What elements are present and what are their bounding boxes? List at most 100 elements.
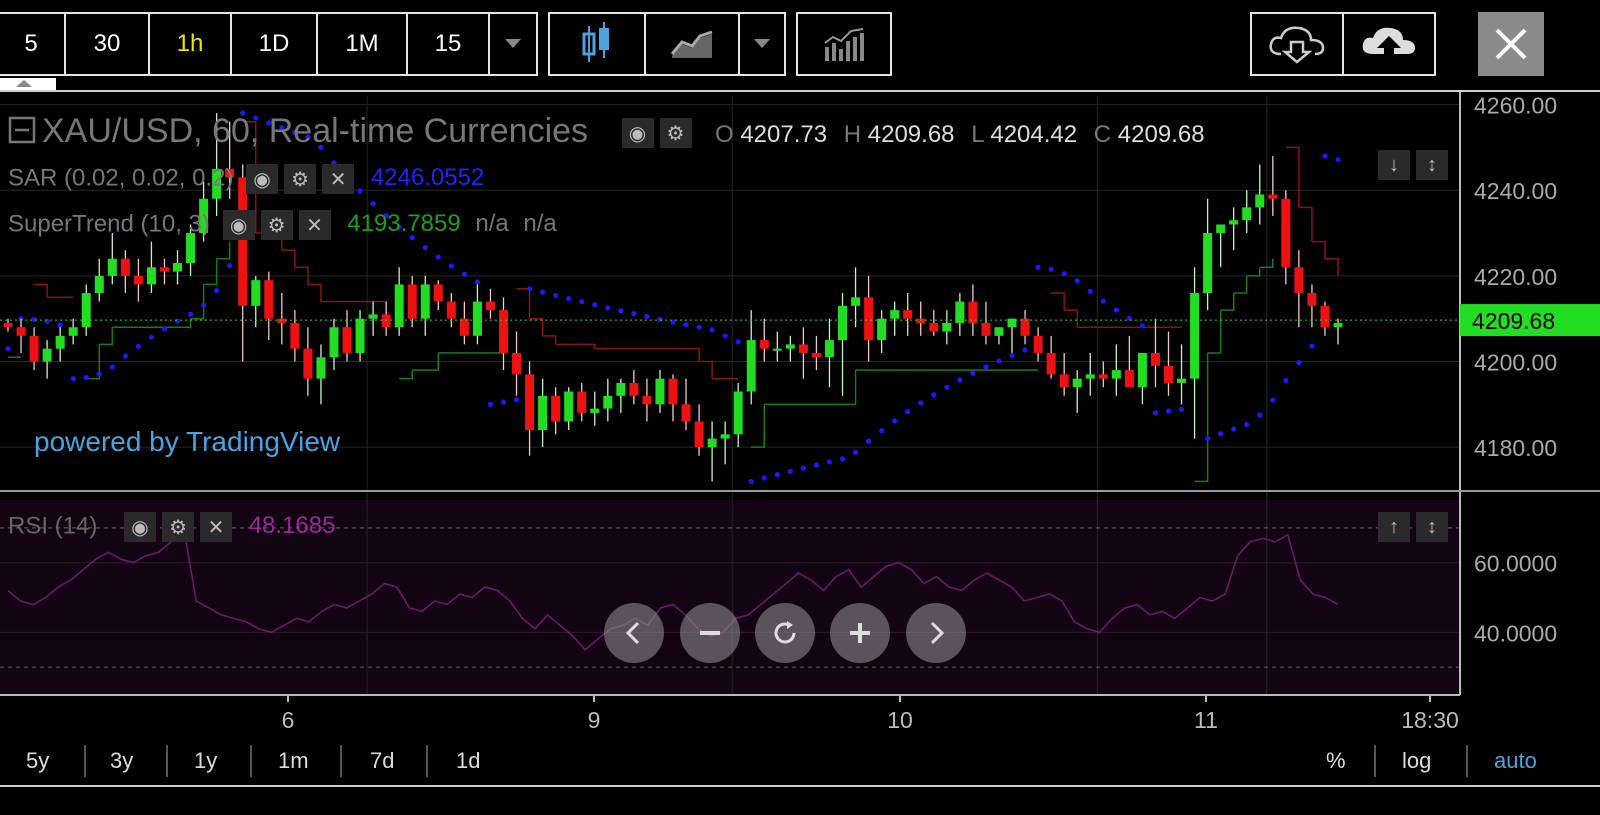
sar-dot [1322,153,1328,159]
candle-body [29,335,39,362]
indicators-button[interactable] [796,12,892,76]
candle-body [368,314,378,319]
eye-icon[interactable]: ◉ [124,512,157,542]
remove-icon[interactable]: ✕ [298,210,331,240]
supertrend-segment [1233,275,1248,294]
gear-icon[interactable]: ⚙ [260,210,293,240]
candlestick-chart-button[interactable] [548,12,646,76]
upload-button[interactable] [1342,12,1436,76]
candle-body [720,434,730,439]
sar-dot [1035,264,1041,270]
candle-body [1059,374,1069,388]
eye-icon[interactable]: ◉ [246,164,279,194]
tradingview-watermark[interactable]: powered by TradingView [34,426,341,457]
candle-body [355,318,365,353]
interval-30-button[interactable]: 30 [64,12,150,76]
range-1m-button[interactable]: 1m [278,748,309,773]
supertrend-segment [1311,240,1326,259]
zoom-out-button[interactable] [680,603,740,663]
download-button[interactable] [1250,12,1344,76]
auto-scale-button[interactable]: auto [1494,748,1537,773]
eye-icon[interactable]: ◉ [621,118,654,149]
sar-dot [1048,266,1054,272]
range-5y-button[interactable]: 5y [26,748,50,773]
pane-move-down-button[interactable]: ↓ [1378,150,1410,180]
interval-1m-button[interactable]: 1M [316,12,408,76]
remove-icon[interactable]: ✕ [200,512,233,542]
collapse-icon[interactable] [8,116,36,144]
candle-body [251,280,261,306]
sar-dot [1244,421,1250,428]
sar-dot [292,129,298,136]
candle-body [942,322,952,332]
sar-dot [1113,307,1119,313]
interval-dropdown-button[interactable] [488,12,538,76]
candle-body [1072,378,1082,388]
supertrend-segment [399,370,413,380]
zoom-in-button[interactable] [830,603,890,663]
minus-icon [700,631,720,635]
interval-15-button[interactable]: 15 [406,12,490,76]
line-chart-icon [670,30,713,58]
candle-body [981,322,991,336]
reset-button[interactable] [755,603,815,663]
cloud-download-icon [1269,26,1325,64]
sar-dot [670,319,676,325]
supertrend-segment [1298,206,1313,242]
sar-dot [383,213,389,219]
candle-body [433,284,443,302]
sar-dot [187,311,194,317]
gear-icon[interactable]: ⚙ [659,118,692,149]
eye-icon[interactable]: ◉ [222,210,255,240]
range-7d-button[interactable]: 7d [370,748,395,773]
range-1d-button[interactable]: 1d [456,748,481,773]
sar-dot [57,322,63,328]
log-scale-button[interactable]: log [1402,748,1432,773]
sar-dot [1074,278,1080,284]
rsi-pane-maximize-button[interactable]: ↕ [1416,512,1448,542]
gear-icon[interactable]: ⚙ [162,512,195,542]
interval-5-button[interactable]: 5 [0,12,66,76]
supertrend-segment [686,347,700,362]
sar-dot [618,308,624,314]
close-button[interactable] [1478,12,1544,76]
candle-body [133,275,143,285]
candle-body [1229,220,1239,225]
supertrend-segment [699,360,713,379]
candle-body [590,408,600,413]
axes-layer: 4260.00 4240.00 4220.00 4200.00 4180.00 6 9 10 1… [0,92,1600,733]
candle-body [1163,365,1173,383]
sar-dot [448,263,454,269]
interval-1d-button[interactable]: 1D [230,12,318,76]
supertrend-segment [1064,309,1078,328]
candle-body [277,318,287,323]
sar-dot [409,235,415,241]
pane-move-up-button[interactable]: ↑ [1378,512,1410,542]
sar-dot [1178,406,1185,412]
supertrend-segment [307,283,322,302]
scroll-left-button[interactable] [604,603,664,663]
supertrend-segment [581,343,596,349]
candle-body [968,301,978,323]
line-chart-button[interactable] [644,12,740,76]
range-3y-button[interactable]: 3y [110,748,134,773]
sar-dot [266,120,272,126]
chart-type-dropdown-button[interactable] [738,12,786,76]
candle-body [525,374,535,431]
gear-icon[interactable]: ⚙ [284,164,317,194]
candle-body [955,301,965,323]
sar-dot [1309,343,1315,349]
supertrend-segment [529,317,544,336]
percent-scale-button[interactable]: % [1326,748,1346,773]
pane-maximize-button[interactable]: ↕ [1416,150,1448,180]
sar-dot [892,418,898,424]
remove-icon[interactable]: ✕ [322,164,355,194]
range-1y-button[interactable]: 1y [194,748,218,773]
sar-dot [735,339,741,345]
supertrend-segment [294,266,309,285]
scroll-right-button[interactable] [906,603,966,663]
scroll-up-tab[interactable] [0,78,56,90]
current-price-tag [1460,304,1600,337]
candle-body [577,391,587,413]
